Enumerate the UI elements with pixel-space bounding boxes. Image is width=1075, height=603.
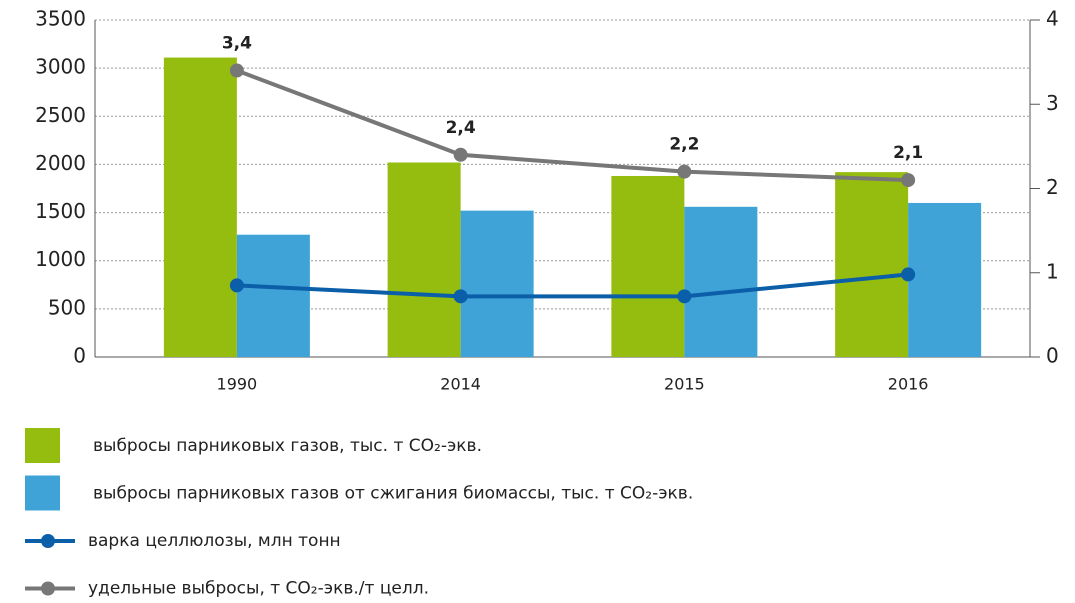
line-point (453, 147, 468, 162)
data-label: 2,4 (446, 118, 476, 138)
bar (387, 162, 461, 357)
legend-dot (41, 534, 55, 548)
bar (611, 175, 685, 357)
y2-tick-label: 2 (1046, 175, 1059, 199)
y2-tick-label: 3 (1046, 91, 1059, 115)
data-label: 3,4 (222, 34, 252, 54)
legend-label: удельные выбросы, т CO₂-экв./т целл. (88, 579, 429, 599)
y-tick-label: 0 (73, 344, 86, 368)
y-tick-label: 1000 (35, 247, 86, 271)
y-tick-label: 3500 (35, 7, 86, 31)
y-tick-label: 2500 (35, 103, 86, 127)
data-label: 2,1 (893, 143, 923, 163)
bar (236, 234, 310, 357)
y-tick-label: 3000 (35, 55, 86, 79)
x-tick-label: 1990 (217, 375, 258, 394)
y2-tick-label: 1 (1046, 259, 1059, 283)
x-tick-label: 2016 (888, 375, 929, 394)
line-point (229, 63, 244, 78)
line-point (901, 267, 916, 282)
x-tick-label: 2015 (664, 375, 705, 394)
legend-label: варка целлюлозы, млн тонн (88, 531, 341, 551)
legend-label: выбросы парниковых газов от сжигания био… (93, 484, 693, 504)
line-point (677, 289, 692, 304)
line-point (677, 164, 692, 179)
line-point (453, 289, 468, 304)
y-tick-label: 500 (48, 295, 86, 319)
line-point (229, 278, 244, 293)
legend-swatch (25, 475, 60, 511)
bar (835, 172, 909, 357)
data-label: 2,2 (669, 135, 699, 155)
legend-swatch (25, 428, 60, 463)
y2-tick-label: 0 (1046, 344, 1059, 368)
y-tick-label: 1500 (35, 199, 86, 223)
x-tick-label: 2014 (440, 375, 481, 394)
bar (684, 206, 758, 357)
line (236, 272, 909, 299)
bar (163, 57, 237, 358)
legend-dot (41, 581, 55, 596)
line (236, 68, 909, 183)
bar (460, 210, 534, 357)
bar (908, 202, 982, 357)
legend-label: выбросы парниковых газов, тыс. т CO₂-экв… (93, 436, 482, 456)
y-tick-label: 2000 (35, 151, 86, 175)
y2-tick-label: 4 (1046, 7, 1059, 31)
line-point (901, 173, 916, 188)
